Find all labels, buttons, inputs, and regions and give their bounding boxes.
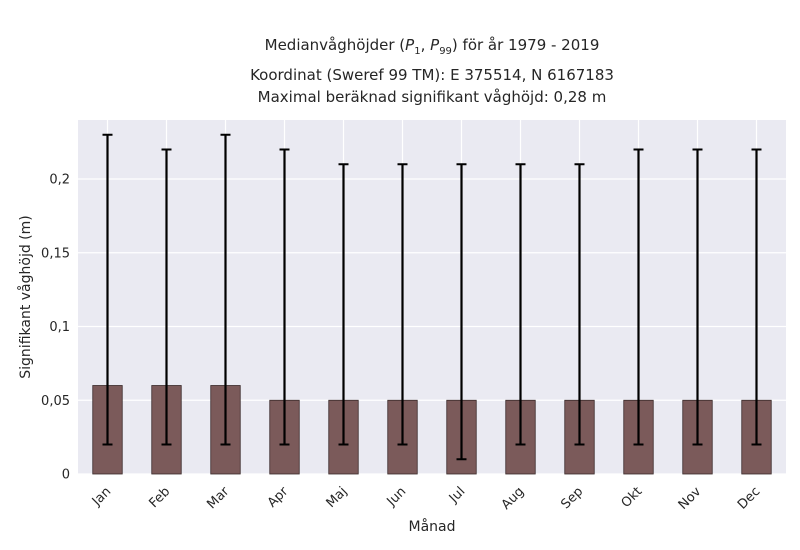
title-line-3: Maximal beräknad signifikant våghöjd: 0,… xyxy=(257,88,607,106)
x-axis-ticks: Jan Feb Mar Apr Maj Jun Jul Aug Sep Okt Nov Dec xyxy=(89,484,763,513)
x-tick-label: Aug xyxy=(499,484,528,513)
y-tick-label: 0,2 xyxy=(49,173,70,188)
x-tick-label: Maj xyxy=(324,484,351,511)
x-tick-label: Okt xyxy=(619,484,646,511)
y-axis-label: Signifikant våghöjd (m) xyxy=(17,215,34,378)
x-axis-label: Månad xyxy=(409,518,456,535)
y-axis-ticks: 0 0,05 0,1 0,15 0,2 xyxy=(41,173,70,483)
x-tick-label: Sep xyxy=(558,484,586,512)
plot-area xyxy=(78,120,786,474)
x-tick-label: Dec xyxy=(735,484,763,512)
y-tick-label: 0,15 xyxy=(41,246,70,261)
p-symbol-low: P xyxy=(405,36,415,54)
error-bars xyxy=(102,133,762,461)
x-tick-label: Nov xyxy=(676,484,705,513)
x-tick-label: Jan xyxy=(89,484,114,509)
title-line-1: Medianvåghöjder (P1, P99) för år 1979 - … xyxy=(264,36,600,57)
x-tick-label: Jun xyxy=(384,484,410,510)
x-tick-label: Mar xyxy=(204,484,232,512)
x-tick-label: Apr xyxy=(265,484,292,511)
chart-title: Medianvåghöjder (P1, P99) för år 1979 - … xyxy=(78,34,786,109)
y-tick-label: 0,05 xyxy=(41,394,70,409)
x-tick-label: Jul xyxy=(446,484,468,506)
title-line-2: Koordinat (Sweref 99 TM): E 375514, N 61… xyxy=(250,65,614,84)
y-tick-label: 0 xyxy=(62,468,70,483)
p-symbol-high: P xyxy=(430,36,440,54)
x-tick-label: Feb xyxy=(146,484,173,511)
y-tick-label: 0,1 xyxy=(49,320,70,335)
